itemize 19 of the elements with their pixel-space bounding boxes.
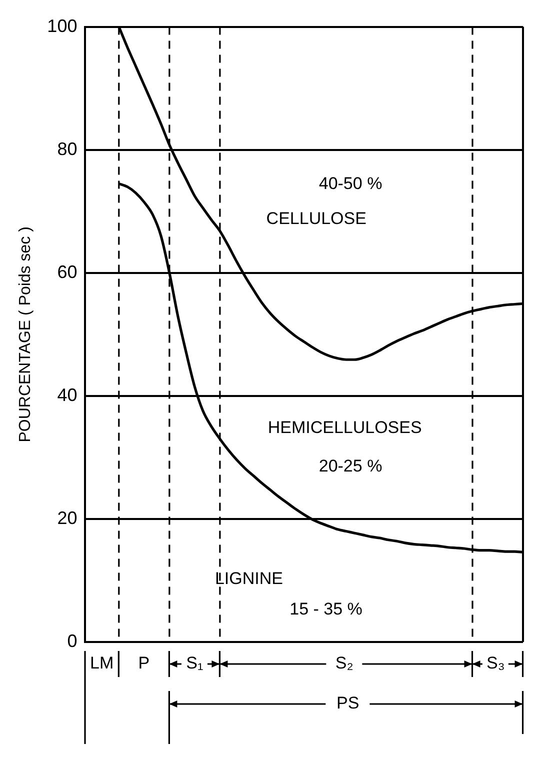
- text: S₂: [335, 654, 354, 673]
- annotation: HEMICELLULOSES: [268, 418, 422, 438]
- annotation: LIGNINE: [214, 568, 283, 588]
- y-tick-label: 40: [57, 384, 78, 405]
- annotation: CELLULOSE: [266, 209, 366, 228]
- text: PS: [336, 694, 360, 713]
- y-tick-label: 80: [57, 138, 78, 159]
- y-tick-label: 0: [67, 630, 78, 651]
- y-tick-label: 100: [47, 16, 78, 36]
- annotation: 15 - 35 %: [290, 600, 362, 619]
- text: P: [138, 654, 150, 673]
- annotation: 40-50 %: [318, 174, 382, 193]
- annotation: 20-25 %: [318, 456, 382, 476]
- y-tick-label: 60: [57, 262, 78, 282]
- text: S₃: [486, 654, 505, 673]
- y-axis-title: POURCENTAGE ( Poids sec ): [17, 226, 34, 442]
- y-tick-label: 20: [57, 508, 78, 528]
- text: LM: [90, 654, 114, 673]
- text: S₁: [186, 654, 204, 673]
